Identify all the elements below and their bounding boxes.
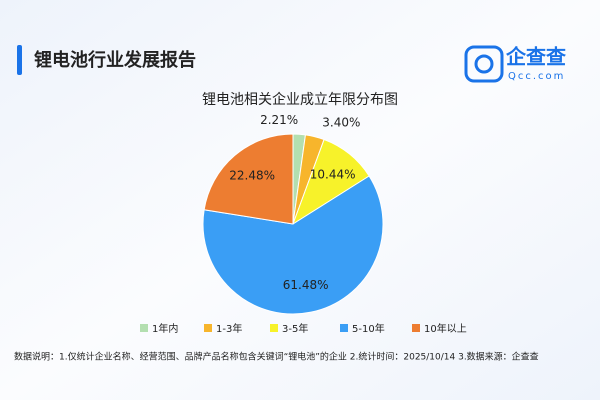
legend-label: 10年以上	[424, 322, 467, 335]
logo-domain: Qcc.com	[508, 71, 565, 82]
logo: 企查查 Qcc.com	[464, 45, 566, 83]
legend-label: 5-10年	[352, 322, 385, 335]
chart-title: 锂电池相关企业成立年限分布图	[202, 91, 398, 108]
pie-slice	[202, 175, 384, 315]
legend-swatch	[412, 324, 420, 332]
data-label: 10.44%	[310, 168, 356, 182]
logo-name: 企查查	[505, 45, 566, 69]
legend-swatch	[340, 324, 348, 332]
data-label: 2.21%	[260, 113, 298, 127]
legend-label: 1年内	[152, 322, 178, 335]
data-label: 22.48%	[229, 169, 275, 183]
title-accent	[17, 45, 22, 75]
legend-swatch	[140, 324, 148, 332]
legend-label: 3-5年	[282, 322, 308, 335]
legend-swatch	[270, 324, 278, 332]
data-label: 3.40%	[322, 116, 360, 130]
legend-swatch	[204, 324, 212, 332]
header-title: 锂电池行业发展报告	[34, 49, 196, 71]
logo-icon	[464, 45, 504, 83]
legend-label: 1-3年	[216, 322, 242, 335]
pie-slice	[203, 133, 294, 225]
data-label: 61.48%	[283, 278, 329, 292]
footnote: 数据说明：1.仅统计企业名称、经营范围、品牌产品名称包含关键词“锂电池”的企业 …	[14, 351, 539, 363]
logo-icon-ring	[474, 54, 494, 74]
